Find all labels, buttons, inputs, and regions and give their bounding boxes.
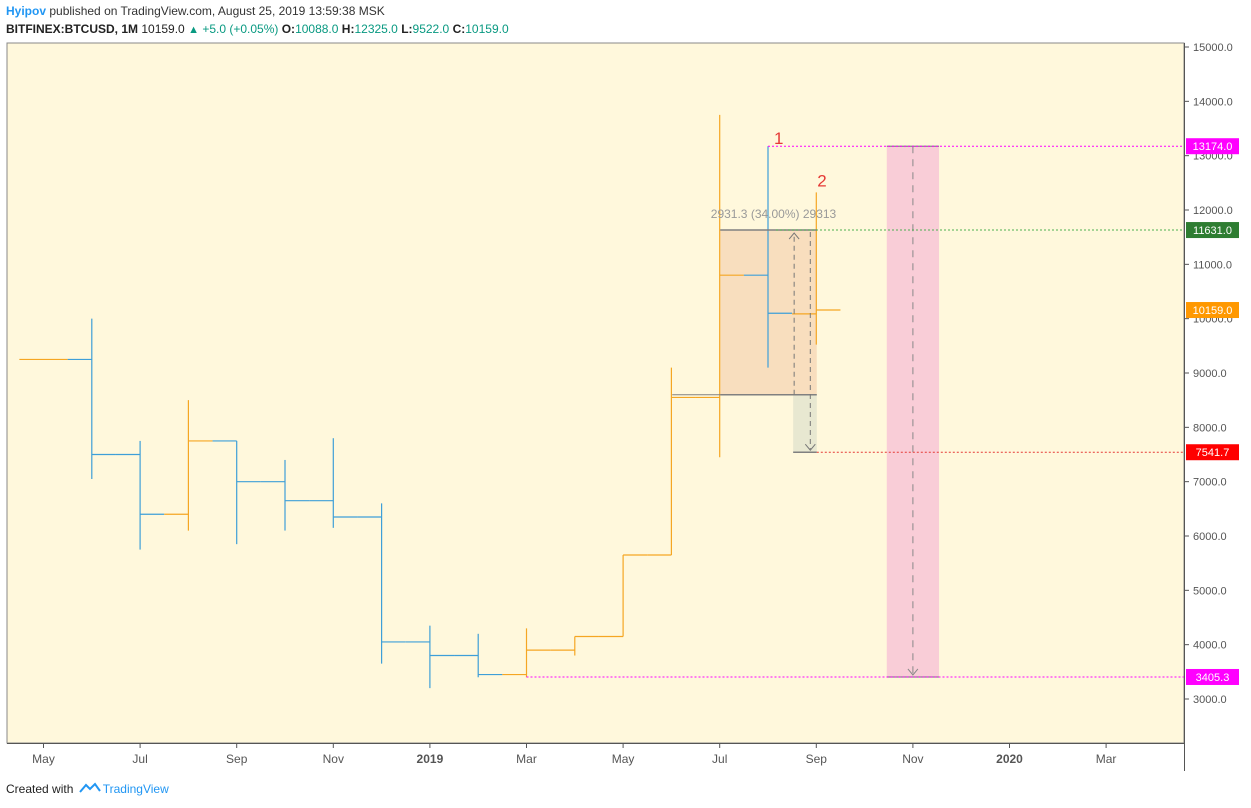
y-tick-label: 6000.0 xyxy=(1193,531,1227,543)
tradingview-logo-icon xyxy=(78,782,101,793)
x-tick-label: May xyxy=(32,752,55,766)
ohlc-bar[interactable] xyxy=(115,440,165,550)
ohlc-legend: BITFINEX:BTCUSD, 1M 10159.0 ▲ +5.0 (+0.0… xyxy=(6,22,509,36)
x-tick-label: May xyxy=(612,752,635,766)
price-label[interactable]: 3405.3 xyxy=(1186,668,1239,685)
ohlc-bar[interactable] xyxy=(550,635,599,656)
y-tick-label: 7000.0 xyxy=(1193,477,1227,489)
price-label-bg xyxy=(1186,668,1239,685)
tradingview-brand-link[interactable]: TradingView xyxy=(102,782,169,796)
y-tick-label: 14000.0 xyxy=(1193,96,1233,108)
low-label: L: xyxy=(401,22,413,36)
ohlc-bar[interactable] xyxy=(743,146,793,368)
close-value: 10159.0 xyxy=(465,22,509,36)
price-label-text: 11631.0 xyxy=(1193,225,1232,237)
ohlc-bar[interactable] xyxy=(502,628,551,678)
x-tick-label: 2020 xyxy=(996,752,1023,766)
x-tick-label: Sep xyxy=(806,752,828,766)
ohlc-bar[interactable] xyxy=(695,114,744,458)
ohlc-bar[interactable] xyxy=(357,503,406,664)
ohlc-bar[interactable] xyxy=(792,192,841,345)
price-label[interactable]: 10159.0 xyxy=(1186,302,1239,319)
ohlc-bar[interactable] xyxy=(647,367,696,556)
published-text: published on TradingView.com, August 25,… xyxy=(49,4,385,18)
price-label[interactable]: 11631.0 xyxy=(1186,222,1239,239)
footer: Created with TradingView xyxy=(6,782,169,796)
x-tick-label: Nov xyxy=(902,752,923,766)
high-label: H: xyxy=(341,22,355,36)
low-value: 9522.0 xyxy=(412,22,450,36)
arrow-up-icon xyxy=(788,232,800,240)
ohlc-bar[interactable] xyxy=(212,440,261,545)
x-tick-label: Sep xyxy=(226,752,248,766)
x-tick-label: 2019 xyxy=(417,752,444,766)
x-tick-label: Mar xyxy=(516,752,537,766)
measure-label: 2931.3 (34.00%) 29313 xyxy=(711,207,837,221)
price-label-text: 7541.7 xyxy=(1196,447,1230,459)
price-label-text: 10159.0 xyxy=(1193,305,1233,317)
x-tick-label: Mar xyxy=(1096,752,1117,766)
x-tick-label: Nov xyxy=(323,752,344,766)
ohlc-bar[interactable] xyxy=(309,438,358,528)
price-label-bg xyxy=(1186,138,1239,155)
price-axis[interactable]: 3000.0 4000.0 5000.0 6000.0 7000.0 8000.0 9000… xyxy=(1184,42,1233,706)
target-box[interactable] xyxy=(793,394,817,453)
ohlc-bar[interactable] xyxy=(454,633,503,678)
x-tick-label: Jul xyxy=(712,752,727,766)
y-tick-label: 9000.0 xyxy=(1193,368,1227,380)
arrow-down-icon xyxy=(804,443,816,452)
price-label-text: 13174.0 xyxy=(1193,141,1233,153)
up-arrow-icon: ▲ xyxy=(188,24,199,36)
y-tick-label: 8000.0 xyxy=(1193,422,1227,434)
open-label: O: xyxy=(281,22,296,36)
price-label[interactable]: 13174.0 xyxy=(1186,138,1239,155)
price-label-bg xyxy=(1186,222,1239,239)
y-tick-label: 12000.0 xyxy=(1193,205,1233,217)
price-label-bg xyxy=(1186,444,1239,461)
x-tick-label: Jul xyxy=(132,752,147,766)
ohlc-bar[interactable] xyxy=(67,318,116,479)
price-label-text: 3405.3 xyxy=(1196,672,1230,684)
ohlc-bar[interactable] xyxy=(164,400,213,531)
y-tick-label: 3000.0 xyxy=(1193,694,1227,706)
time-axis[interactable]: May Jul Sep Nov 2019 Mar May Jul Sep Nov 2020 Mar xyxy=(32,743,1116,766)
created-with-text: Created with xyxy=(6,782,74,796)
y-tick-label: 15000.0 xyxy=(1193,42,1233,54)
author-link[interactable]: Hyipov xyxy=(6,4,47,18)
publish-line: Hyipov published on TradingView.com, Aug… xyxy=(6,4,385,18)
plot-background xyxy=(6,42,1185,744)
ohlc-bar[interactable] xyxy=(598,554,648,638)
wave-label-1: 1 xyxy=(774,129,783,148)
price-label-bg xyxy=(1186,302,1239,319)
open-value: 10088.0 xyxy=(295,22,339,36)
last-price: 10159.0 xyxy=(141,22,185,36)
wave-label-2: 2 xyxy=(817,171,826,190)
price-change: +5.0 (+0.05%) xyxy=(202,22,279,36)
arrow-down-icon xyxy=(907,668,919,676)
high-value: 12325.0 xyxy=(354,22,398,36)
y-tick-label: 5000.0 xyxy=(1193,585,1227,597)
close-label: C: xyxy=(452,22,466,36)
symbol-label: BITFINEX:BTCUSD, 1M xyxy=(6,22,138,36)
ohlc-bar[interactable] xyxy=(260,459,310,531)
y-tick-label: 4000.0 xyxy=(1193,640,1227,652)
price-label[interactable]: 7541.7 xyxy=(1186,444,1239,461)
ohlc-bar[interactable] xyxy=(405,625,455,689)
y-tick-label: 11000.0 xyxy=(1193,259,1232,271)
